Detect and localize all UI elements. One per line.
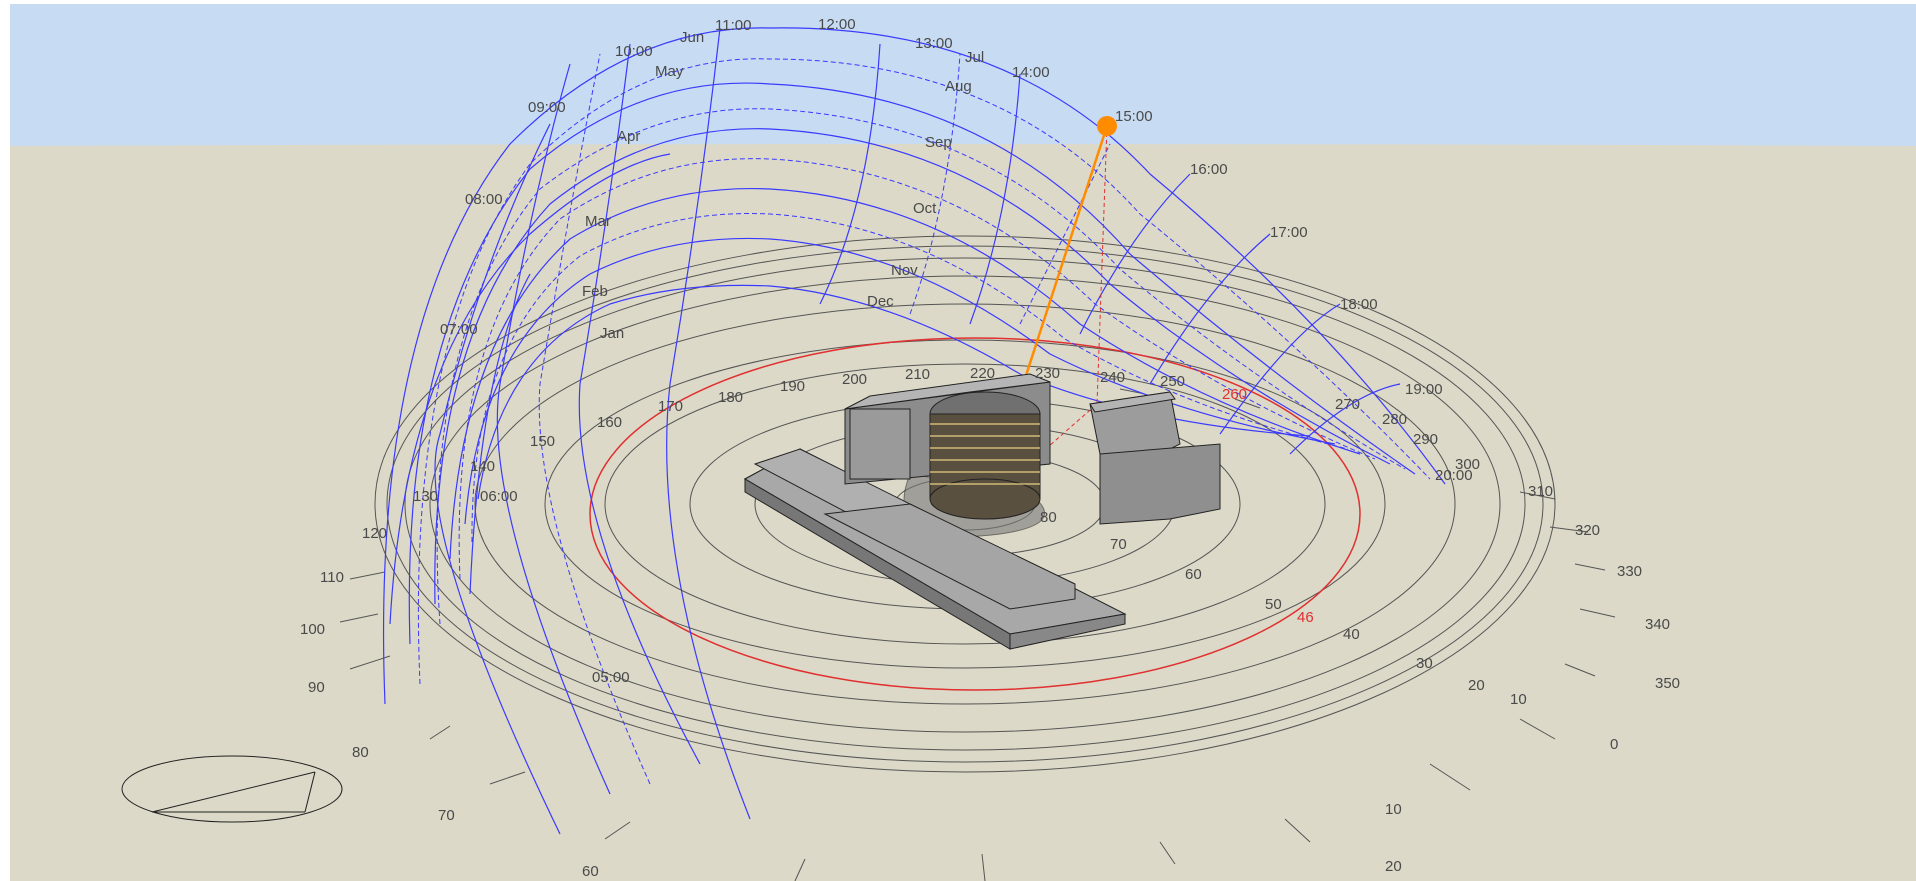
- azimuth-label-80: 80: [352, 744, 369, 761]
- azimuth-label-210: 210: [905, 366, 930, 383]
- sun-path-scene[interactable]: 05:00 06:00 07:00 08:00 09:00 10:00 11:00 12:00…: [10, 4, 1916, 881]
- altitude-label-80: 80: [1040, 509, 1057, 526]
- azimuth-label-0: 0: [1610, 736, 1618, 753]
- azimuth-label-110: 110: [320, 569, 344, 586]
- hour-label-2000: 20:00: [1435, 467, 1473, 484]
- azimuth-label-150: 150: [530, 433, 555, 450]
- sky: [10, 4, 1916, 154]
- sun-azimuth-line: [1039, 403, 1098, 455]
- azimuth-label-230: 230: [1035, 365, 1060, 382]
- month-label-Jul: Jul: [965, 49, 984, 66]
- month-label-Oct: Oct: [913, 200, 937, 217]
- azimuth-label-220: 220: [970, 365, 995, 382]
- month-label-Aug: Aug: [945, 78, 972, 95]
- hour-label-1400: 14:00: [1012, 64, 1050, 81]
- month-label-Nov: Nov: [891, 262, 918, 279]
- azimuth-label-300: 300: [1455, 456, 1480, 473]
- azimuth-label-90: 90: [308, 679, 325, 696]
- month-label-Feb: Feb: [582, 283, 608, 300]
- month-label-Mar: Mar: [585, 213, 611, 230]
- hour-label-0500: 05:00: [592, 669, 630, 686]
- azimuth-label-310: 310: [1528, 483, 1553, 500]
- hour-label-1500: 15:00: [1115, 108, 1153, 125]
- hour-label-1100: 11:00: [715, 17, 751, 34]
- hour-label-1000: 10:00: [615, 43, 653, 60]
- azimuth-label-290: 290: [1413, 431, 1438, 448]
- azimuth-labels: 2010035034033032031030029028027026025024…: [300, 365, 1680, 880]
- azimuth-label-20: 20: [1385, 858, 1402, 875]
- altitude-46-ring: [589, 337, 1361, 691]
- altitude-label-10: 10: [1510, 691, 1527, 708]
- azimuth-label-190: 190: [780, 378, 805, 395]
- hour-label-1800: 18:00: [1340, 296, 1378, 313]
- hour-label-1300: 13:00: [915, 35, 953, 52]
- azimuth-label-270: 270: [1335, 396, 1360, 413]
- month-label-Apr: Apr: [617, 128, 640, 145]
- altitude-label-60: 60: [1185, 566, 1202, 583]
- azimuth-label-140: 140: [470, 458, 495, 475]
- altitude-label-40: 40: [1343, 626, 1360, 643]
- azimuth-label-320: 320: [1575, 522, 1600, 539]
- month-label-May: May: [655, 63, 684, 80]
- altitude-label-46: 46: [1297, 609, 1314, 626]
- hour-label-0700: 07:00: [440, 321, 478, 338]
- azimuth-label-170: 170: [658, 398, 683, 415]
- sun-path-dashed: [417, 53, 1431, 785]
- month-label-Jun: Jun: [680, 29, 704, 46]
- azimuth-label-160: 160: [597, 414, 622, 431]
- azimuth-label-70: 70: [438, 807, 455, 824]
- hour-label-0600: 06:00: [480, 488, 518, 505]
- hour-label-1700: 17:00: [1270, 224, 1308, 241]
- altitude-label-20: 20: [1468, 677, 1485, 694]
- altitude-label-70: 70: [1110, 536, 1127, 553]
- azimuth-label-100: 100: [300, 621, 325, 638]
- azimuth-label-120: 120: [362, 525, 387, 542]
- azimuth-label-330: 330: [1617, 563, 1642, 580]
- hour-label-1200: 12:00: [818, 16, 856, 33]
- sun-ray: [1018, 125, 1109, 395]
- azimuth-label-60: 60: [582, 863, 599, 880]
- sun-marker[interactable]: [1097, 116, 1117, 136]
- building-model: [743, 373, 1221, 650]
- azimuth-label-200: 200: [842, 371, 867, 388]
- azimuth-label-10: 10: [1385, 801, 1402, 818]
- azimuth-label-260: 260: [1222, 386, 1247, 403]
- month-labels: Jan Feb Mar Apr May Jun Jul Aug Sep Oct Nov Dec: [582, 29, 984, 342]
- azimuth-label-240: 240: [1100, 369, 1125, 386]
- azimuth-label-280: 280: [1382, 411, 1407, 428]
- azimuth-label-250: 250: [1160, 373, 1185, 390]
- azimuth-label-180: 180: [718, 389, 743, 406]
- 3d-viewport[interactable]: 05:00 06:00 07:00 08:00 09:00 10:00 11:00 12:00…: [10, 4, 1916, 881]
- hour-label-0900: 09:00: [528, 99, 566, 116]
- sun-drop-line: [1096, 125, 1108, 405]
- altitude-label-30: 30: [1416, 655, 1433, 672]
- altitude-labels: 80 70 60 50 46 40 30 20 10: [1040, 509, 1527, 708]
- month-label-Sep: Sep: [925, 134, 952, 151]
- month-label-Dec: Dec: [867, 293, 894, 310]
- azimuth-label-350: 350: [1655, 675, 1680, 692]
- altitude-label-50: 50: [1265, 596, 1282, 613]
- azimuth-label-130: 130: [413, 488, 438, 505]
- hour-label-1600: 16:00: [1190, 161, 1228, 178]
- hour-label-1900: 19:00: [1405, 381, 1443, 398]
- month-label-Jan: Jan: [600, 325, 624, 342]
- hour-label-0800: 08:00: [465, 191, 503, 208]
- azimuth-label-340: 340: [1645, 616, 1670, 633]
- orientation-indicator: [121, 755, 343, 823]
- sun-path-dome: [382, 27, 1446, 835]
- hour-labels: 05:00 06:00 07:00 08:00 09:00 10:00 11:00 12:00…: [440, 16, 1473, 686]
